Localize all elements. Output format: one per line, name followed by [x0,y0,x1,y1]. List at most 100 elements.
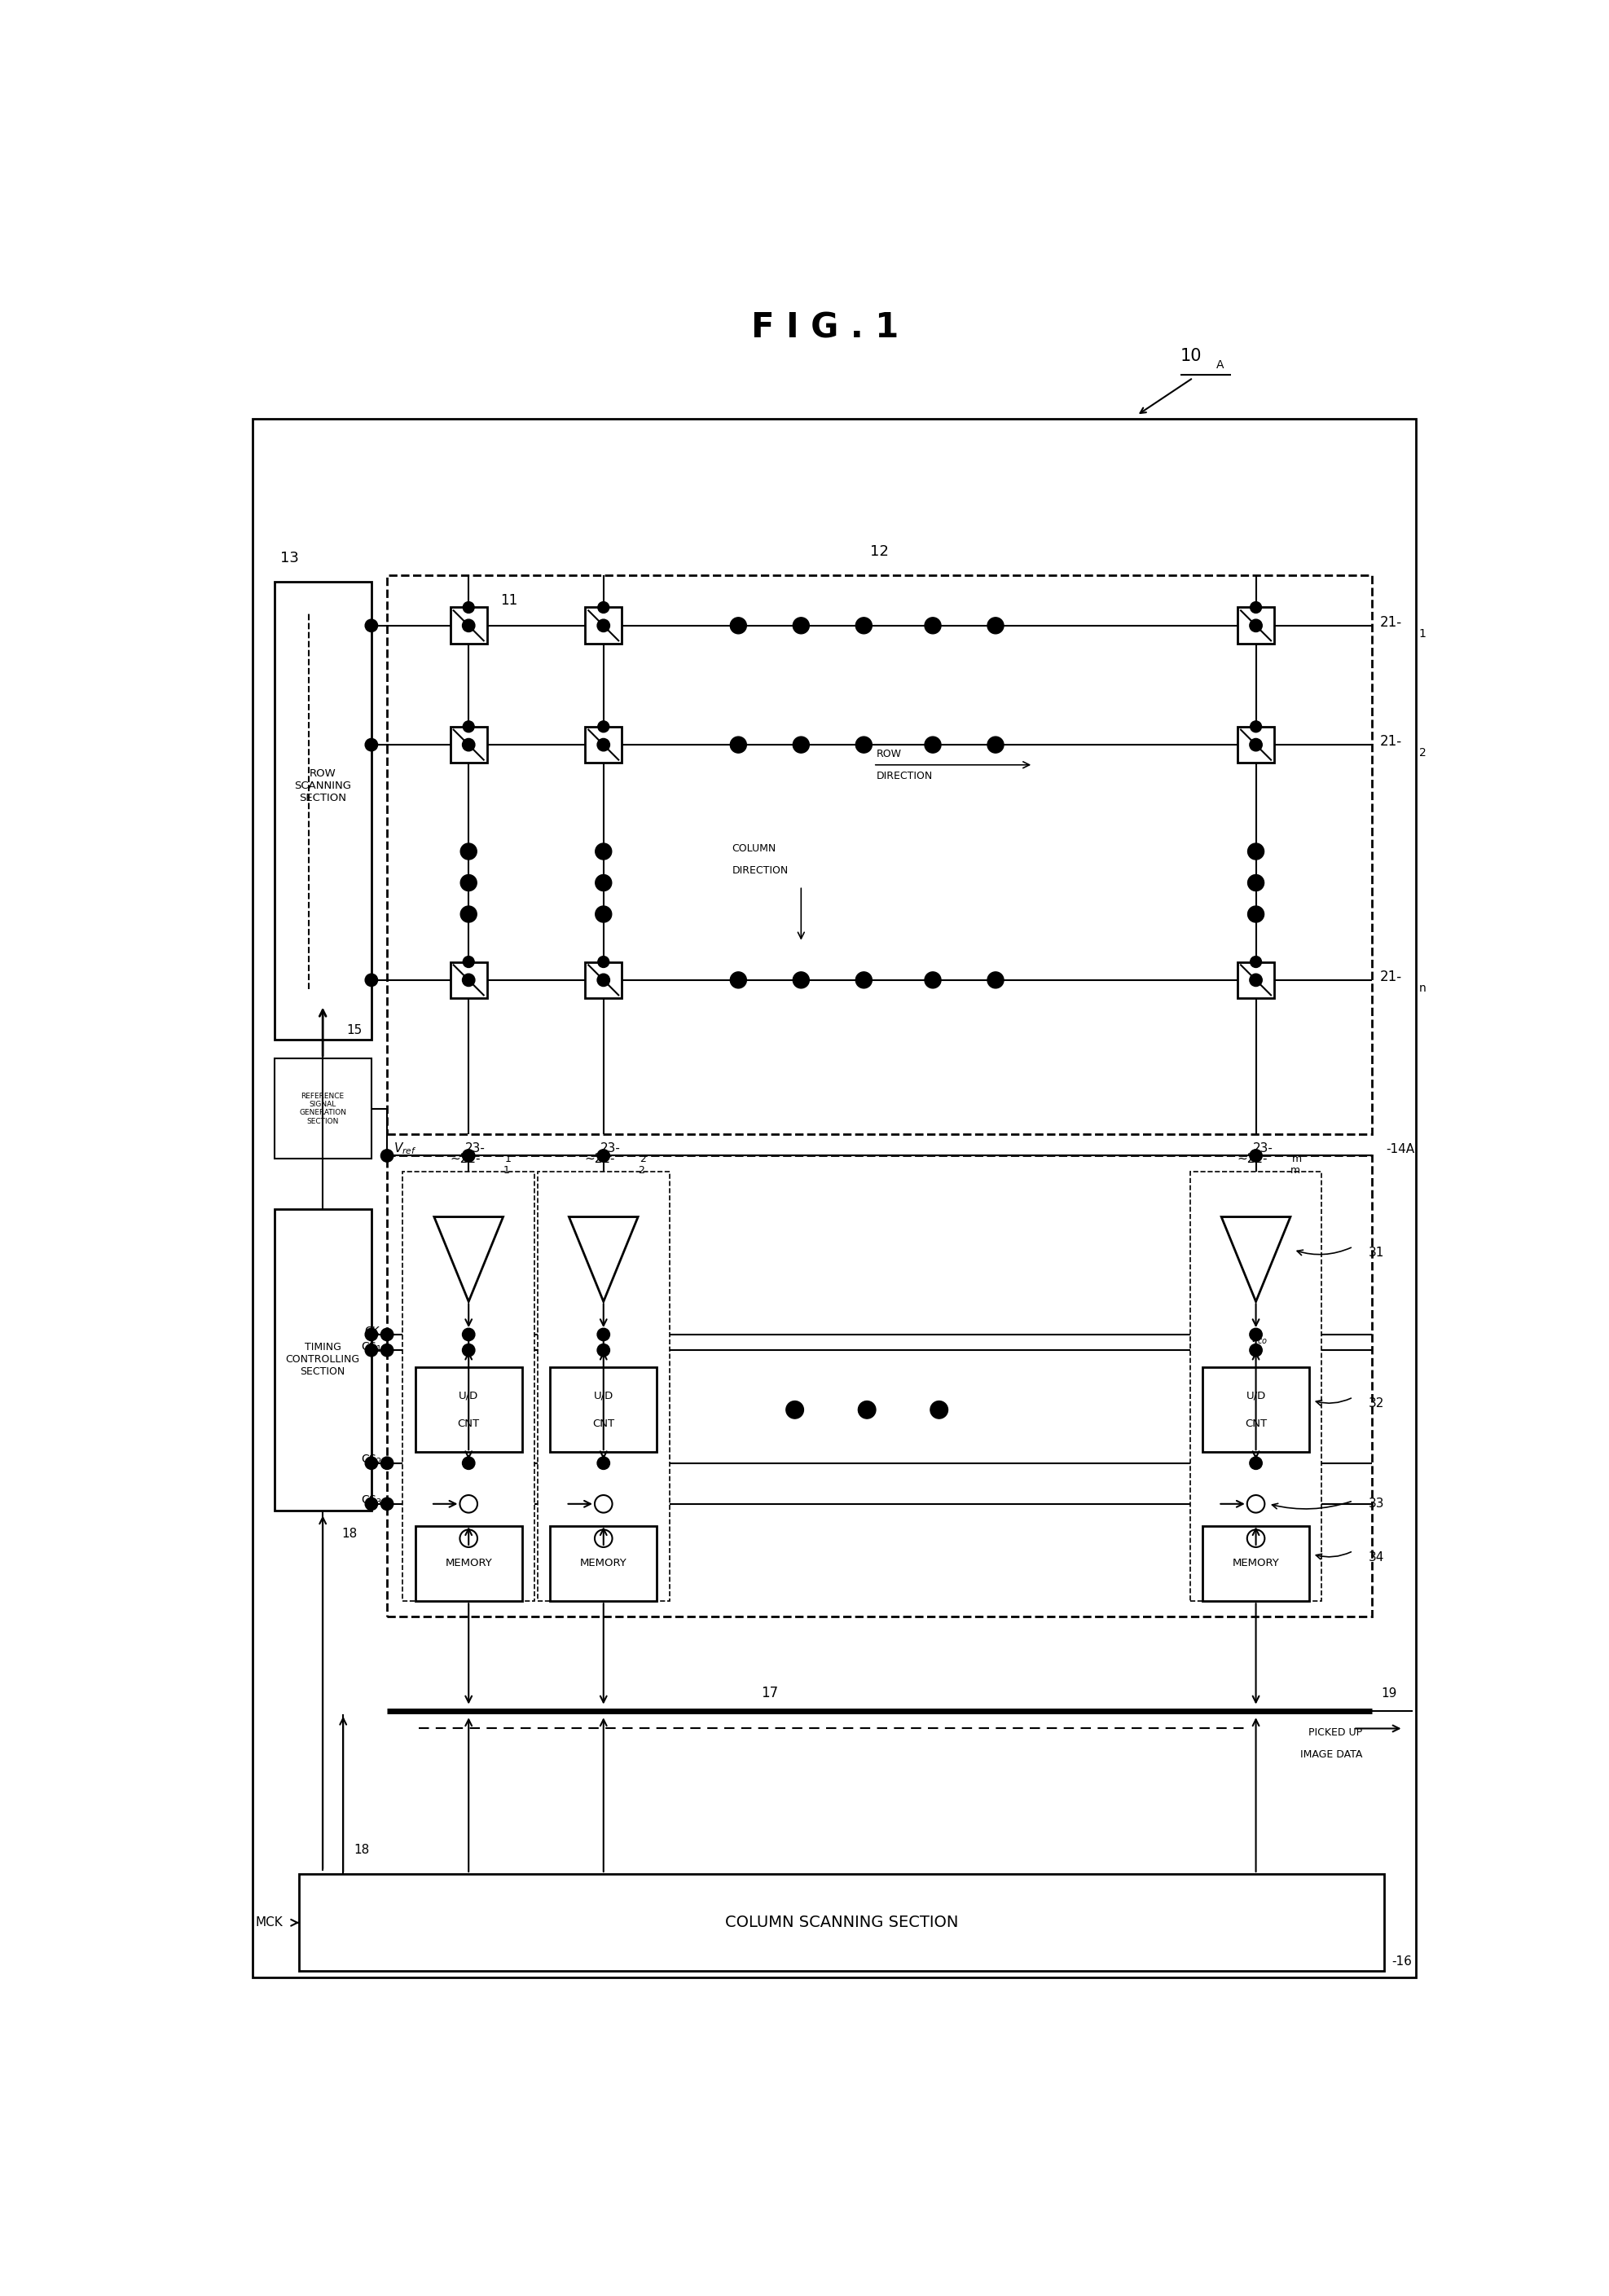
Circle shape [1250,602,1261,613]
Circle shape [597,1343,610,1357]
Text: COLUMN: COLUMN [732,843,776,854]
Circle shape [856,737,872,753]
Circle shape [381,1150,393,1162]
Circle shape [1250,974,1261,987]
Text: 11: 11 [500,592,518,608]
Circle shape [597,1150,610,1162]
Bar [451,726,488,762]
Polygon shape [434,1217,504,1302]
Circle shape [1250,1329,1261,1341]
Text: CS$_3$: CS$_3$ [360,1495,381,1508]
Text: CS$_2$: CS$_2$ [360,1453,381,1467]
Circle shape [856,618,872,634]
Circle shape [730,618,747,634]
Text: 19: 19 [1382,1688,1397,1699]
Text: COLUMN SCANNING SECTION: COLUMN SCANNING SECTION [726,1915,959,1931]
Text: 2: 2 [1419,746,1426,758]
Text: 18: 18 [341,1527,357,1541]
Text: 23-: 23- [600,1141,621,1155]
Circle shape [365,1497,378,1511]
Text: ~22-: ~22- [1237,1153,1268,1164]
Circle shape [462,1458,475,1469]
Text: F I G . 1: F I G . 1 [751,310,898,344]
Circle shape [599,721,610,732]
Circle shape [462,1343,475,1357]
Bar [388,1155,1372,1616]
Circle shape [463,602,475,613]
Circle shape [381,1329,393,1341]
Circle shape [793,618,809,634]
Text: 21-: 21- [1379,615,1401,629]
Circle shape [988,971,1004,987]
Text: DIRECTION: DIRECTION [732,866,788,875]
Text: CNT: CNT [457,1419,479,1428]
Bar [299,1874,1384,1972]
Text: 13: 13 [280,551,299,565]
Circle shape [597,1329,610,1341]
Circle shape [365,739,378,751]
Text: IMAGE DATA: IMAGE DATA [1300,1750,1363,1761]
Circle shape [925,971,941,987]
Text: -14A: -14A [1385,1143,1414,1155]
Bar [415,1368,521,1451]
Circle shape [460,1495,478,1513]
Bar [253,418,1416,1977]
Circle shape [793,971,809,987]
Text: 23-: 23- [1253,1141,1273,1155]
Text: 10: 10 [1181,347,1202,365]
Text: DIRECTION: DIRECTION [877,771,933,781]
Text: 23-: 23- [465,1141,486,1155]
Bar [451,608,488,643]
Circle shape [988,737,1004,753]
Polygon shape [570,1217,639,1302]
Bar [274,1058,372,1159]
Circle shape [930,1401,948,1419]
Text: 33: 33 [1369,1497,1385,1511]
Text: U/D: U/D [1245,1391,1266,1401]
Circle shape [365,620,378,631]
Circle shape [856,971,872,987]
Text: 17: 17 [761,1685,779,1701]
Circle shape [462,1150,475,1162]
Text: CK: CK [364,1325,380,1336]
Text: 2: 2 [640,1153,647,1164]
Circle shape [1250,955,1261,967]
Circle shape [988,618,1004,634]
Circle shape [1250,739,1261,751]
Circle shape [460,875,476,891]
Text: 1: 1 [505,1153,512,1164]
Text: CNT: CNT [592,1419,615,1428]
Bar [1202,1527,1310,1600]
Circle shape [365,1329,378,1341]
Bar [274,1210,372,1511]
Bar [1237,726,1274,762]
Circle shape [595,1495,613,1513]
Circle shape [595,907,611,923]
Circle shape [1247,875,1265,891]
Text: PICKED UP: PICKED UP [1308,1727,1363,1738]
Circle shape [925,618,941,634]
Text: MEMORY: MEMORY [579,1559,628,1568]
Bar [586,726,621,762]
Text: CS$_1$: CS$_1$ [360,1341,381,1355]
Circle shape [1250,721,1261,732]
Circle shape [595,843,611,859]
Text: m: m [1292,1153,1302,1164]
Circle shape [1250,620,1261,631]
Circle shape [595,875,611,891]
Circle shape [460,907,476,923]
Circle shape [787,1401,803,1419]
Circle shape [365,1458,378,1469]
Circle shape [599,955,610,967]
Bar [274,581,372,1040]
Polygon shape [1221,1217,1290,1302]
Circle shape [462,620,475,631]
Circle shape [381,1343,393,1357]
Circle shape [730,971,747,987]
Text: 2: 2 [639,1164,644,1176]
Circle shape [595,1529,613,1548]
Bar [1191,1171,1321,1600]
Circle shape [597,1458,610,1469]
Circle shape [381,1497,393,1511]
Bar [1202,1368,1310,1451]
